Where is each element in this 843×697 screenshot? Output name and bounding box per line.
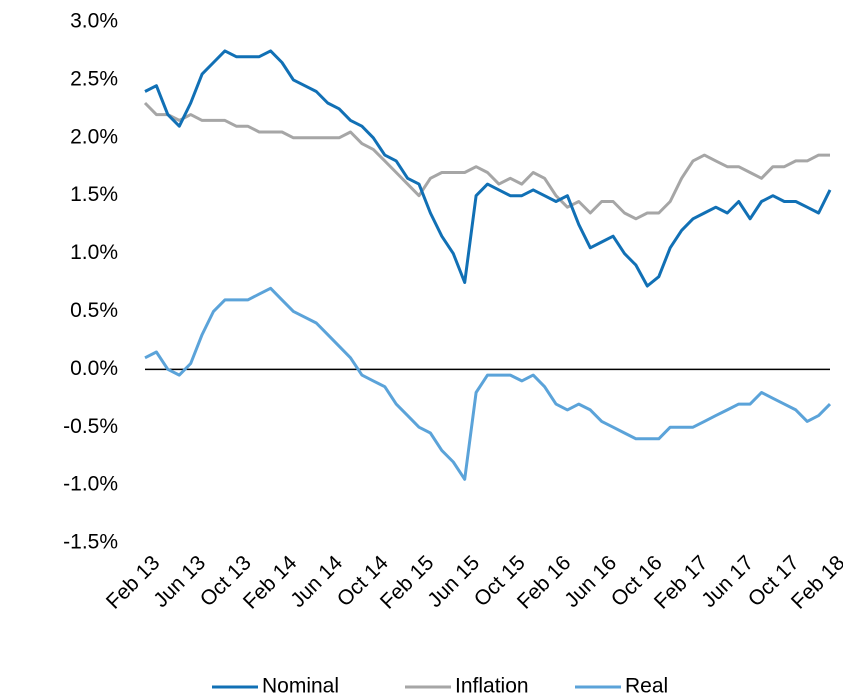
line-series [143,101,830,221]
x-tick-label: Feb 13 [102,551,165,614]
legend-label: Nominal [262,675,339,697]
y-tick-label: 0.0% [70,357,118,380]
y-tick-label: 0.5% [70,299,118,322]
legend-label: Inflation [455,675,529,697]
y-tick-label: -0.5% [63,415,118,438]
y-tick-label: -1.5% [63,531,118,554]
x-tick-label: Jun 13 [149,551,210,612]
x-tick-label: Jun 17 [697,551,758,612]
line-series [144,286,832,481]
y-tick-label: -1.0% [63,473,118,496]
line-series [144,49,832,288]
y-tick-label: 3.0% [70,10,118,33]
y-tick-label: 2.5% [70,67,118,90]
x-tick-label: Jun 14 [286,551,347,612]
y-tick-label: 2.0% [70,125,118,148]
y-tick-label: 1.0% [70,241,118,264]
legend-label: Real [625,675,668,697]
x-tick-label: Jun 15 [423,551,484,612]
x-tick-label: Jun 16 [560,551,621,612]
y-tick-label: 1.5% [70,183,118,206]
